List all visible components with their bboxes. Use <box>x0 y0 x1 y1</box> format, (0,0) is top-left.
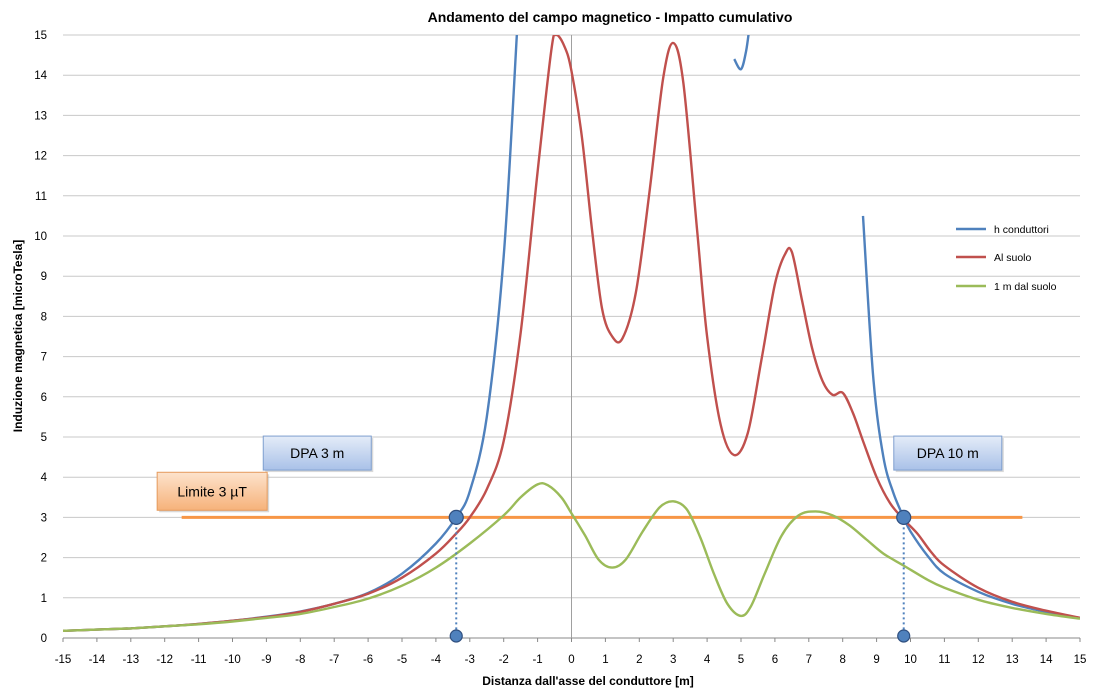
x-tick-label: -7 <box>329 654 339 666</box>
callout-box <box>262 435 372 471</box>
dpa-marker <box>897 629 911 643</box>
y-tick-label: 8 <box>41 311 47 323</box>
x-tick-label: 5 <box>738 654 744 666</box>
y-tick-label: 5 <box>41 432 47 444</box>
x-tick-label: 0 <box>568 654 574 666</box>
y-tick-label: 1 <box>41 593 47 605</box>
y-tick-label: 6 <box>41 392 47 404</box>
y-tick-label: 14 <box>34 70 47 82</box>
x-tick-label: -12 <box>156 654 173 666</box>
callout-label: Limite 3 µT <box>177 483 247 499</box>
y-tick-label: 15 <box>34 30 47 42</box>
x-tick-label: -15 <box>55 654 72 666</box>
x-tick-label: 6 <box>772 654 778 666</box>
x-tick-label: -10 <box>224 654 241 666</box>
y-tick-label: 13 <box>34 110 47 122</box>
x-tick-label: -4 <box>431 654 442 666</box>
y-tick-label: 2 <box>41 553 47 565</box>
y-tick-label: 11 <box>35 191 47 203</box>
x-tick-label: -1 <box>532 654 542 666</box>
x-tick-label: -14 <box>89 654 106 666</box>
x-tick-label: 11 <box>938 654 950 666</box>
y-tick-label: 10 <box>34 231 47 243</box>
y-tick-label: 3 <box>41 512 47 524</box>
legend: h conduttori Al suolo 1 m dal suolo <box>956 224 1057 293</box>
x-tick-label: 2 <box>636 654 642 666</box>
x-tick-label: -9 <box>261 654 271 666</box>
x-tick-label: 15 <box>1074 654 1087 666</box>
callouts: DPA 3 m DPA 10 m Limite 3 µT <box>156 435 1004 513</box>
x-tick-label: -5 <box>397 654 407 666</box>
series-lines <box>63 35 1080 632</box>
x-tick-label: 7 <box>806 654 812 666</box>
y-tick-label: 7 <box>41 352 47 364</box>
x-tick-label: -2 <box>499 654 509 666</box>
series-line-al-suolo <box>63 35 1080 632</box>
legend-label: h conduttori <box>994 224 1049 236</box>
x-tick-label: -13 <box>122 654 139 666</box>
callout-label: DPA 3 m <box>290 445 344 461</box>
callout-box <box>893 435 1003 471</box>
dpa-marker <box>448 509 464 526</box>
x-tick-label: 3 <box>670 654 676 666</box>
callout-label: DPA 10 m <box>917 445 979 461</box>
series-line-1-m-dal-suolo <box>63 482 1080 632</box>
legend-label: Al suolo <box>994 252 1032 264</box>
x-tick-label: 14 <box>1040 654 1053 666</box>
callout-box <box>156 471 268 511</box>
legend-label: 1 m dal suolo <box>994 281 1057 293</box>
y-tick-label: 12 <box>34 151 47 163</box>
y-axis-title: Induzione magnetica [microTesla] <box>11 240 25 432</box>
x-tick-label: -8 <box>295 654 305 666</box>
x-tick-label: 10 <box>904 654 917 666</box>
x-tick-label: 1 <box>602 654 608 666</box>
x-tick-label: -11 <box>191 654 207 666</box>
dpa-marker <box>449 629 463 643</box>
y-tick-label: 9 <box>41 271 47 283</box>
x-tick-label: 8 <box>839 654 845 666</box>
x-tick-label: 13 <box>1006 654 1019 666</box>
x-tick-label: -3 <box>465 654 475 666</box>
chart-title: Andamento del campo magnetico - Impatto … <box>428 9 793 25</box>
dpa-marker <box>896 509 912 526</box>
marker-points <box>448 509 912 643</box>
y-tick-label: 0 <box>41 633 47 645</box>
x-tick-label: 4 <box>704 654 711 666</box>
x-tick-label: 12 <box>972 654 985 666</box>
x-tick-label: 9 <box>873 654 879 666</box>
x-tick-label: -6 <box>363 654 373 666</box>
x-axis-title: Distanza dall'asse del conduttore [m] <box>482 674 694 688</box>
y-tick-label: 4 <box>41 472 48 484</box>
